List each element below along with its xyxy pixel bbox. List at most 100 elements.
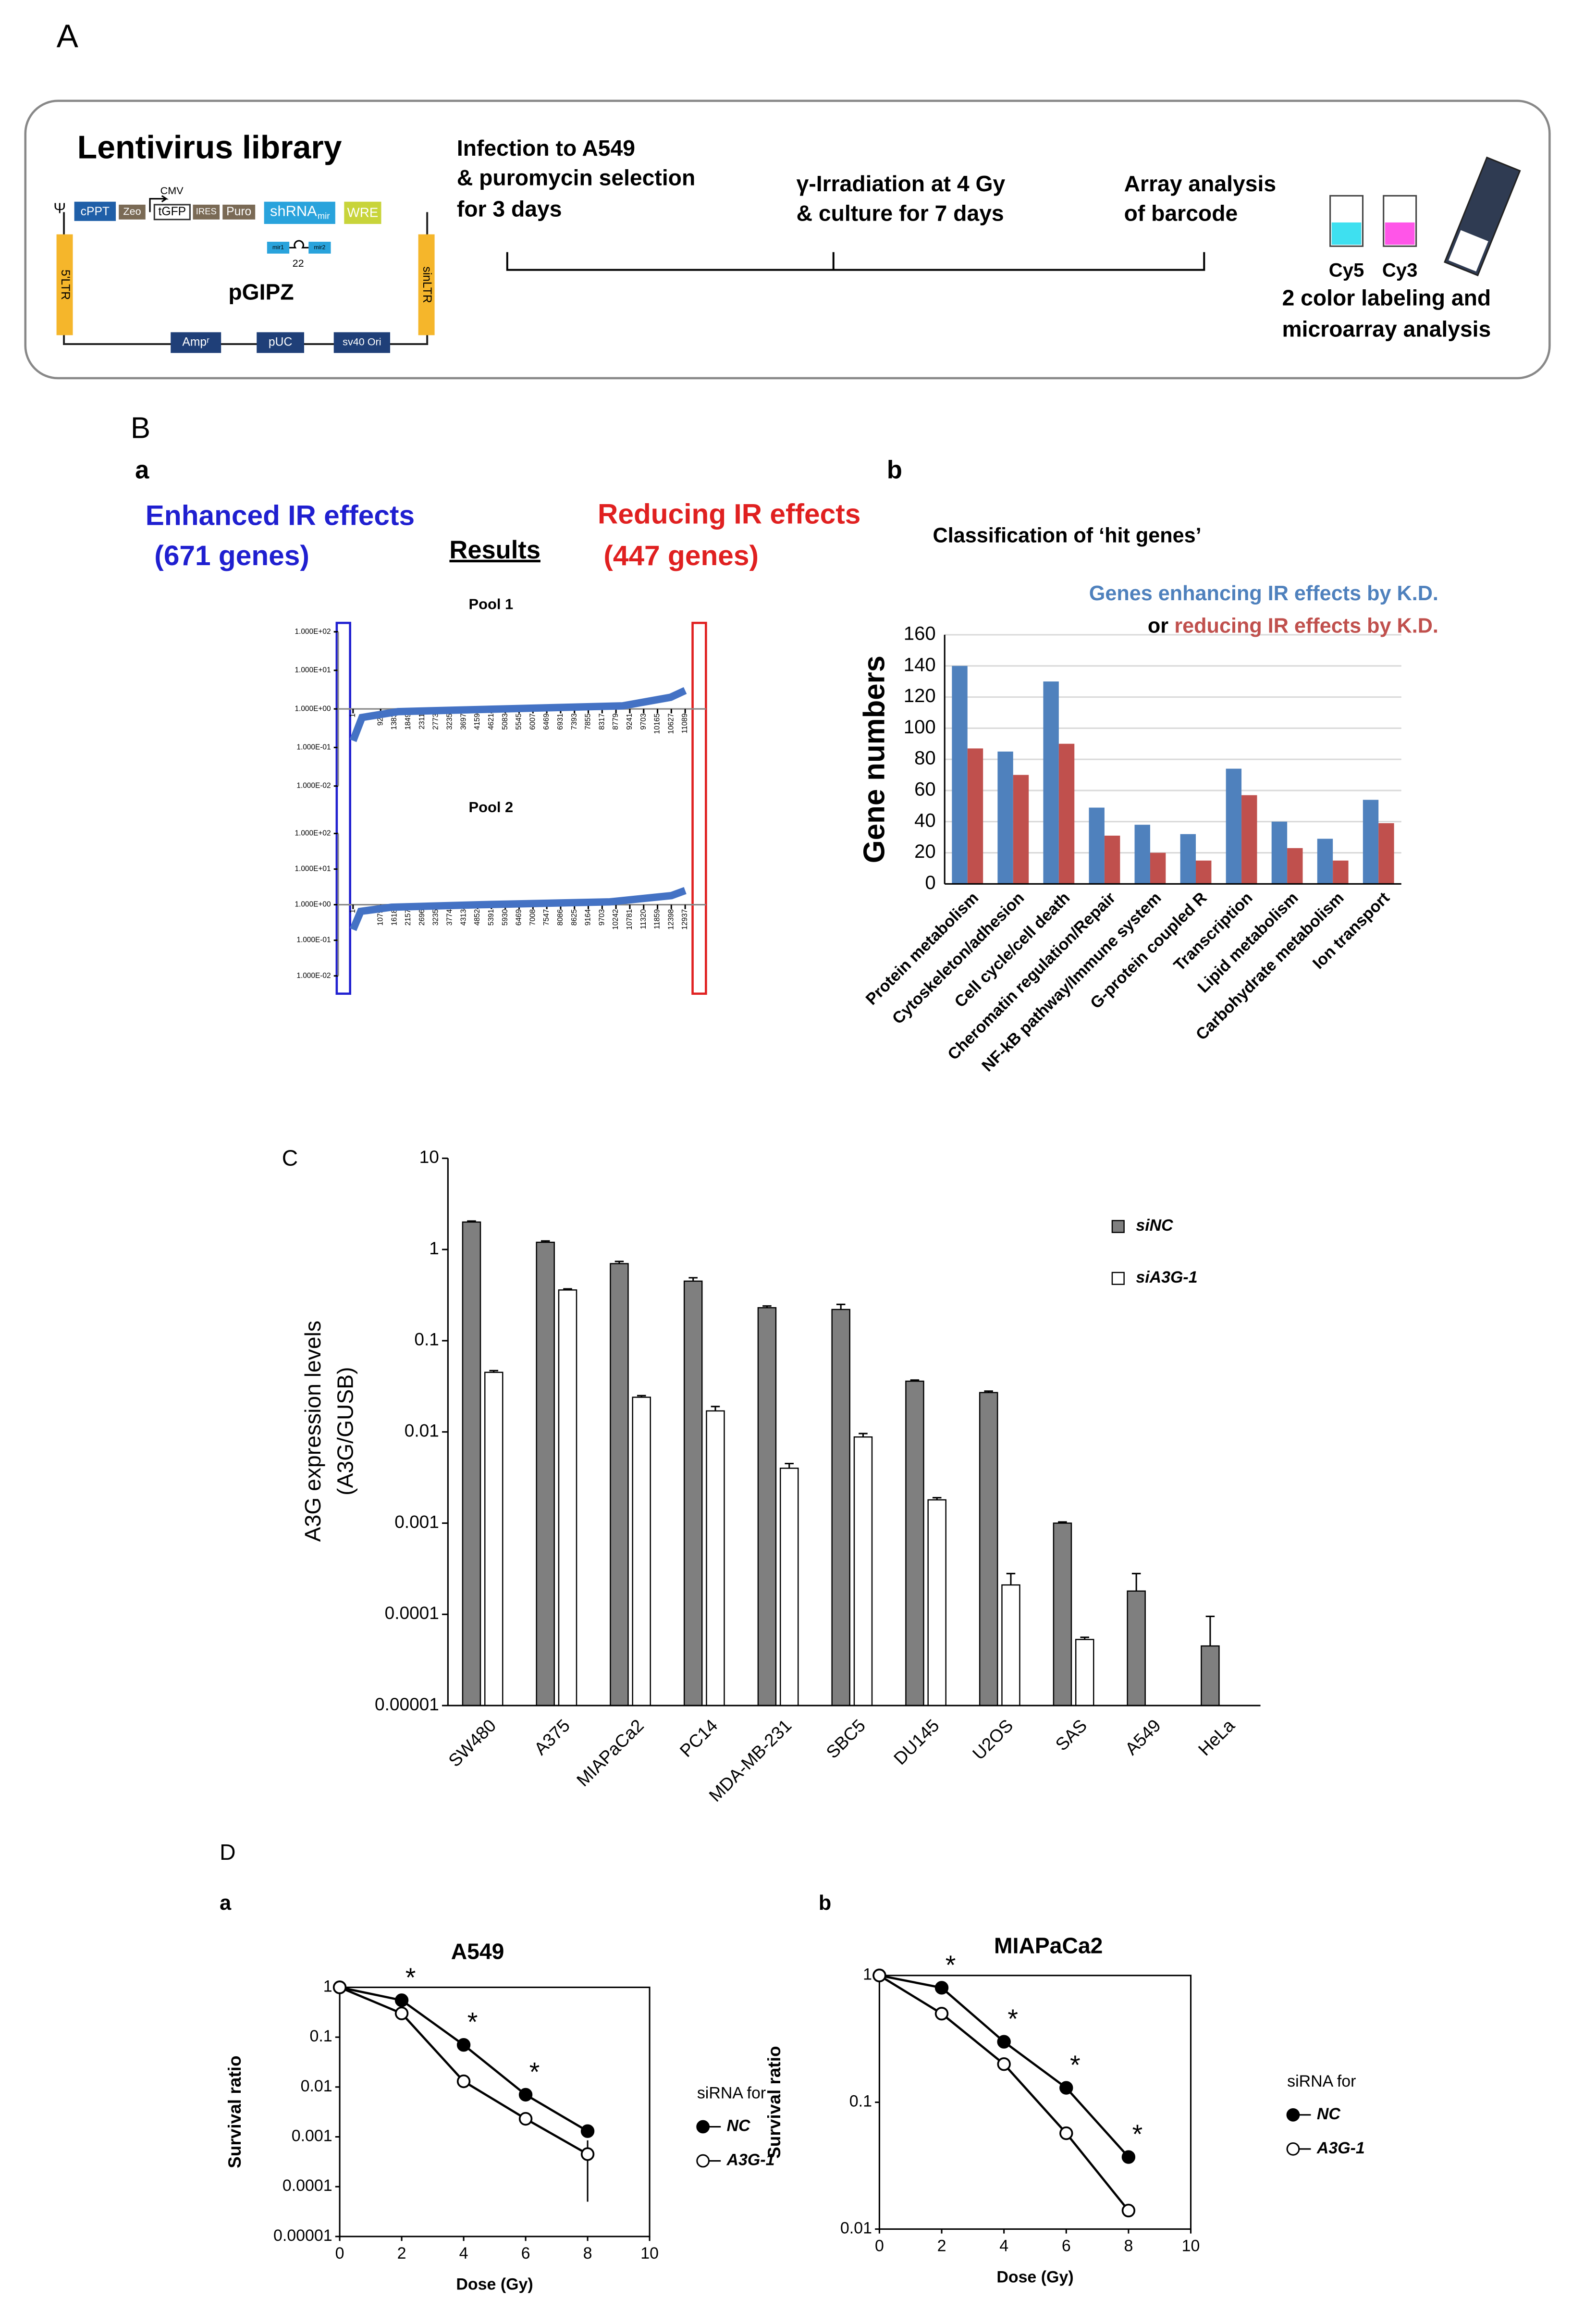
- marker: [456, 2038, 471, 2052]
- bar: [1089, 807, 1105, 884]
- mir: mir: [318, 210, 330, 221]
- mir1: mir1: [272, 244, 284, 251]
- legend-label: siA3G-1: [1136, 1268, 1197, 1286]
- mir2: mir2: [314, 244, 325, 251]
- enhanced-title: Enhanced IR effects: [146, 500, 415, 532]
- x-tick-label: 4: [459, 2244, 468, 2262]
- y-tick-label: 140: [904, 654, 936, 675]
- x-tick-label: A549: [1121, 1715, 1165, 1759]
- ires: IRES: [196, 206, 217, 216]
- bar: [1271, 821, 1288, 884]
- error-bar: [563, 1288, 572, 1290]
- bar: [1001, 1584, 1020, 1706]
- y-tick-label: 0.0001: [385, 1603, 439, 1623]
- bar: [1053, 1522, 1072, 1706]
- marker: [518, 2112, 533, 2126]
- legend-marker: [1286, 2108, 1300, 2122]
- panel-label: D: [220, 1840, 235, 1865]
- tgfp-box: [153, 204, 191, 221]
- panel-frame: [24, 99, 1551, 380]
- x-tick-label: 6: [521, 2244, 530, 2262]
- chart-title: Pool 1: [469, 595, 514, 612]
- panel-label: B: [131, 411, 150, 445]
- x-tick-label: 8086: [556, 909, 565, 926]
- x-tick-label: DU145: [890, 1715, 943, 1768]
- bar: [997, 751, 1013, 884]
- error-bar: [984, 1390, 993, 1393]
- legend-line: or reducing IR effects by K.D.: [1148, 615, 1438, 638]
- wre-box: [344, 201, 381, 224]
- y-tick-label: 1.000E+00: [295, 705, 331, 713]
- y-axis-label: (A3G/GUSB): [333, 1367, 358, 1495]
- x-tick-label: Cheromatin regulation/Repair: [944, 889, 1119, 1063]
- cppt-box: [74, 201, 116, 221]
- y-tick-label: 0.00001: [273, 2226, 332, 2245]
- bar: [1104, 835, 1120, 884]
- bar: [1196, 860, 1212, 884]
- shrna: shRNA: [270, 202, 317, 219]
- series-line: [339, 1986, 589, 2155]
- x-tick-label: HeLa: [1194, 1715, 1239, 1760]
- y-tick-label: 0.1: [849, 2092, 872, 2111]
- sv40: sv40 Ori: [343, 336, 381, 348]
- bar: [1363, 800, 1379, 884]
- y-tick-label: 100: [904, 717, 936, 738]
- step-text: & puromycin selection: [457, 165, 695, 190]
- step-text: of barcode: [1124, 201, 1238, 226]
- error-bar: [762, 1305, 772, 1308]
- ratio-curve: [349, 887, 687, 931]
- tube-fill: [1385, 222, 1415, 245]
- step-text: for 3 days: [457, 196, 562, 221]
- x-tick-label: 9241: [626, 713, 634, 729]
- plot-frame: [878, 1975, 1192, 2230]
- bar: [1075, 1639, 1094, 1706]
- x-axis-label: Dose (Gy): [456, 2275, 533, 2294]
- caption: microarray analysis: [1282, 316, 1491, 341]
- x-tick-label: 9703: [639, 713, 648, 729]
- x-tick-label: 4159: [473, 713, 481, 729]
- results-title: Results: [449, 536, 540, 564]
- x-tick-label: 1: [349, 909, 357, 914]
- x-tick-label: 1618: [390, 909, 398, 926]
- x-tick-label: 10: [640, 2244, 659, 2262]
- x-tick-label: A375: [530, 1715, 574, 1759]
- error-bar: [859, 1433, 868, 1437]
- y-axis-label: Survival ratio: [224, 2055, 245, 2168]
- zeo-box: [119, 204, 146, 220]
- legend-label: A3G-1: [1316, 2139, 1365, 2157]
- y-tick-label: 0.1: [309, 2027, 332, 2045]
- bar: [927, 1499, 946, 1706]
- x-tick-label: 3235: [432, 909, 440, 926]
- bar: [905, 1380, 924, 1706]
- x-tick-label: 4: [999, 2237, 1008, 2255]
- chart-title: Classification of ‘hit genes’: [933, 524, 1202, 547]
- vector-map: Ψ cPPT Zeo CMV tGFP IRES Puro shRNA mir …: [53, 185, 435, 353]
- dye-label: Cy3: [1382, 260, 1418, 281]
- sv40-box: [333, 332, 390, 353]
- y-tick-label: 1.000E+00: [295, 901, 331, 909]
- error-bar: [1080, 1636, 1089, 1640]
- y-tick-label: 1.000E-01: [296, 936, 331, 944]
- ltr5: 5'LTR: [59, 270, 72, 300]
- x-tick-label: SAS: [1051, 1715, 1091, 1755]
- y-tick-label: 1.000E+01: [295, 865, 331, 873]
- panel-label: a: [135, 456, 149, 484]
- x-tick-label: 1383: [390, 713, 398, 729]
- marker: [580, 2124, 595, 2138]
- bar: [484, 1372, 504, 1706]
- marker: [872, 1968, 886, 1982]
- x-tick-label: 8: [1124, 2237, 1133, 2255]
- enhanced-box: [335, 621, 351, 995]
- bar: [706, 1410, 725, 1706]
- x-tick-label: 9164: [584, 909, 592, 926]
- bar: [1378, 823, 1394, 884]
- x-tick-label: 10165: [653, 713, 662, 734]
- tgfp: tGFP: [159, 205, 186, 218]
- y-tick-label: 0.01: [301, 2077, 332, 2095]
- error-bar: [614, 1261, 624, 1264]
- y-axis-label: A3G expression levels: [300, 1321, 325, 1542]
- x-tick-label: 10781: [626, 909, 634, 930]
- legend-marker: [696, 2154, 710, 2168]
- error-bar: [688, 1277, 698, 1281]
- annotation: *: [405, 1963, 416, 1992]
